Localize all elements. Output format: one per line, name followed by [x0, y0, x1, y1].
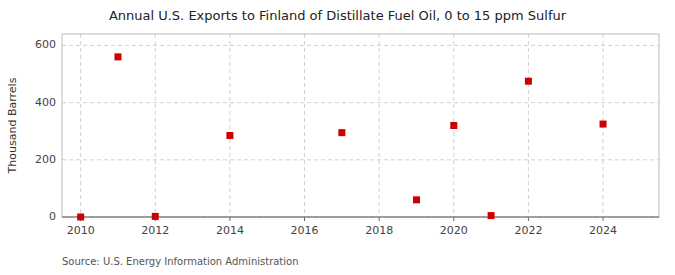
x-tick-mark: [304, 217, 305, 221]
x-grid-line: [379, 34, 380, 217]
data-point: [600, 121, 607, 128]
x-grid-line: [155, 34, 156, 217]
x-grid-line: [80, 34, 81, 217]
x-tick-mark: [229, 217, 230, 221]
chart-container: 0 200 400 600 2010 2012 2014 2016 2018 2020 2022 20…: [0, 0, 675, 275]
x-tick-label: 2010: [67, 224, 95, 237]
data-point: [77, 214, 84, 221]
grid: [62, 34, 659, 217]
data-point: [413, 196, 420, 203]
y-tick-label: 200: [35, 153, 56, 166]
y-grid-line: [62, 45, 659, 46]
y-tick-label: 0: [49, 210, 56, 223]
axes: 0 200 400 600 2010 2012 2014 2016 2018 2020 2022 20…: [35, 34, 659, 237]
data-point: [152, 213, 159, 220]
data-points: [77, 53, 606, 220]
x-tick-mark: [379, 217, 380, 221]
y-grid-line: [62, 102, 659, 103]
x-tick-mark: [453, 217, 454, 221]
x-grid-line: [528, 34, 529, 217]
data-point: [226, 132, 233, 139]
x-tick-label: 2022: [514, 224, 542, 237]
y-tick-label: 600: [35, 38, 56, 51]
x-tick-mark: [603, 217, 604, 221]
x-grid-line: [229, 34, 230, 217]
y-axis-label: Thousand Barrels: [6, 77, 19, 174]
plot-area: [62, 34, 659, 217]
x-tick-label: 2012: [141, 224, 169, 237]
x-tick-label: 2024: [589, 224, 617, 237]
x-axis-line: [62, 217, 659, 218]
data-point: [338, 129, 345, 136]
y-tick-label: 400: [35, 96, 56, 109]
source-note: Source: U.S. Energy Information Administ…: [62, 256, 299, 267]
x-tick-label: 2014: [216, 224, 244, 237]
y-grid-line: [62, 217, 659, 218]
data-point: [114, 53, 121, 60]
plot-frame: [62, 34, 659, 217]
x-tick-label: 2016: [291, 224, 319, 237]
y-grid-line: [62, 159, 659, 160]
x-tick-label: 2020: [440, 224, 468, 237]
x-tick-mark: [528, 217, 529, 221]
chart-svg: 0 200 400 600 2010 2012 2014 2016 2018 2020 2022 20…: [0, 0, 675, 275]
data-point: [450, 122, 457, 129]
x-grid-line: [304, 34, 305, 217]
data-point: [488, 212, 495, 219]
data-point: [525, 78, 532, 85]
chart-title: Annual U.S. Exports to Finland of Distil…: [109, 8, 567, 23]
x-tick-label: 2018: [365, 224, 393, 237]
